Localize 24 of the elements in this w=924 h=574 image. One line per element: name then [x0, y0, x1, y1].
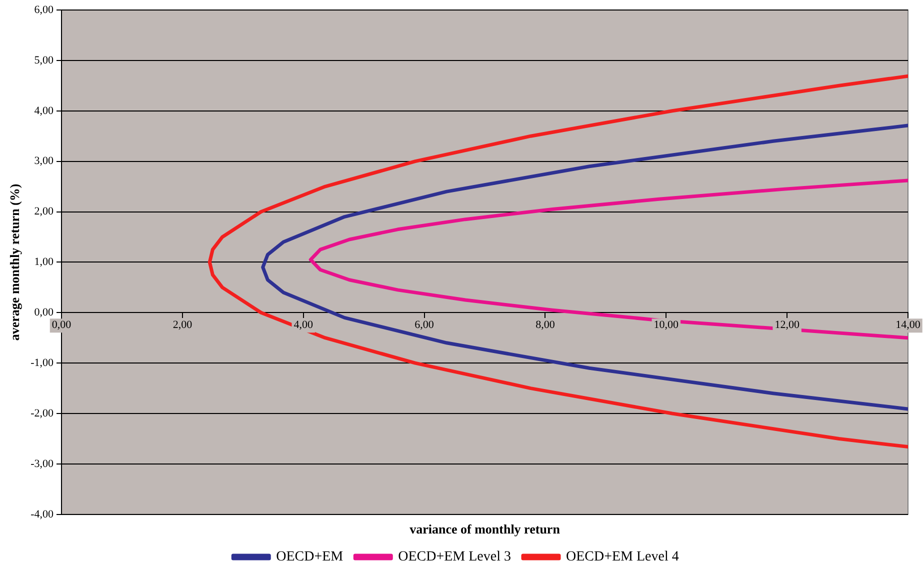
- legend-label: OECD+EM Level 3: [398, 550, 512, 565]
- y-tick-label: -4,00: [30, 508, 54, 520]
- y-tick-label: -1,00: [30, 356, 54, 369]
- y-tick-label: 1,00: [34, 256, 54, 268]
- y-tick-label: -2,00: [30, 407, 54, 420]
- x-tick-label: 10,00: [654, 319, 680, 332]
- x-tick-label: 4,00: [294, 319, 314, 332]
- y-tick-label: 5,00: [34, 54, 54, 66]
- legend-label: OECD+EM Level 4: [566, 550, 679, 565]
- y-tick-label: -3,00: [30, 458, 54, 470]
- y-tick-label: 6,00: [34, 4, 54, 16]
- x-tick-label: 12,00: [774, 319, 800, 332]
- x-tick-label: 6,00: [414, 319, 434, 332]
- x-tick-label: 14,00: [896, 319, 921, 332]
- x-tick-label: 0,00: [52, 319, 72, 332]
- legend-label: OECD+EM: [276, 550, 344, 565]
- y-tick-label: 0,00: [34, 306, 54, 319]
- y-tick-label: 4,00: [34, 104, 54, 117]
- x-tick-label: 8,00: [536, 319, 556, 332]
- y-tick-label: 3,00: [34, 155, 54, 168]
- x-axis-title: variance of monthly return: [410, 522, 561, 537]
- x-tick-label: 2,00: [172, 319, 193, 332]
- y-tick-label: 2,00: [34, 206, 54, 218]
- y-axis-title: average monthly return (%): [7, 184, 22, 341]
